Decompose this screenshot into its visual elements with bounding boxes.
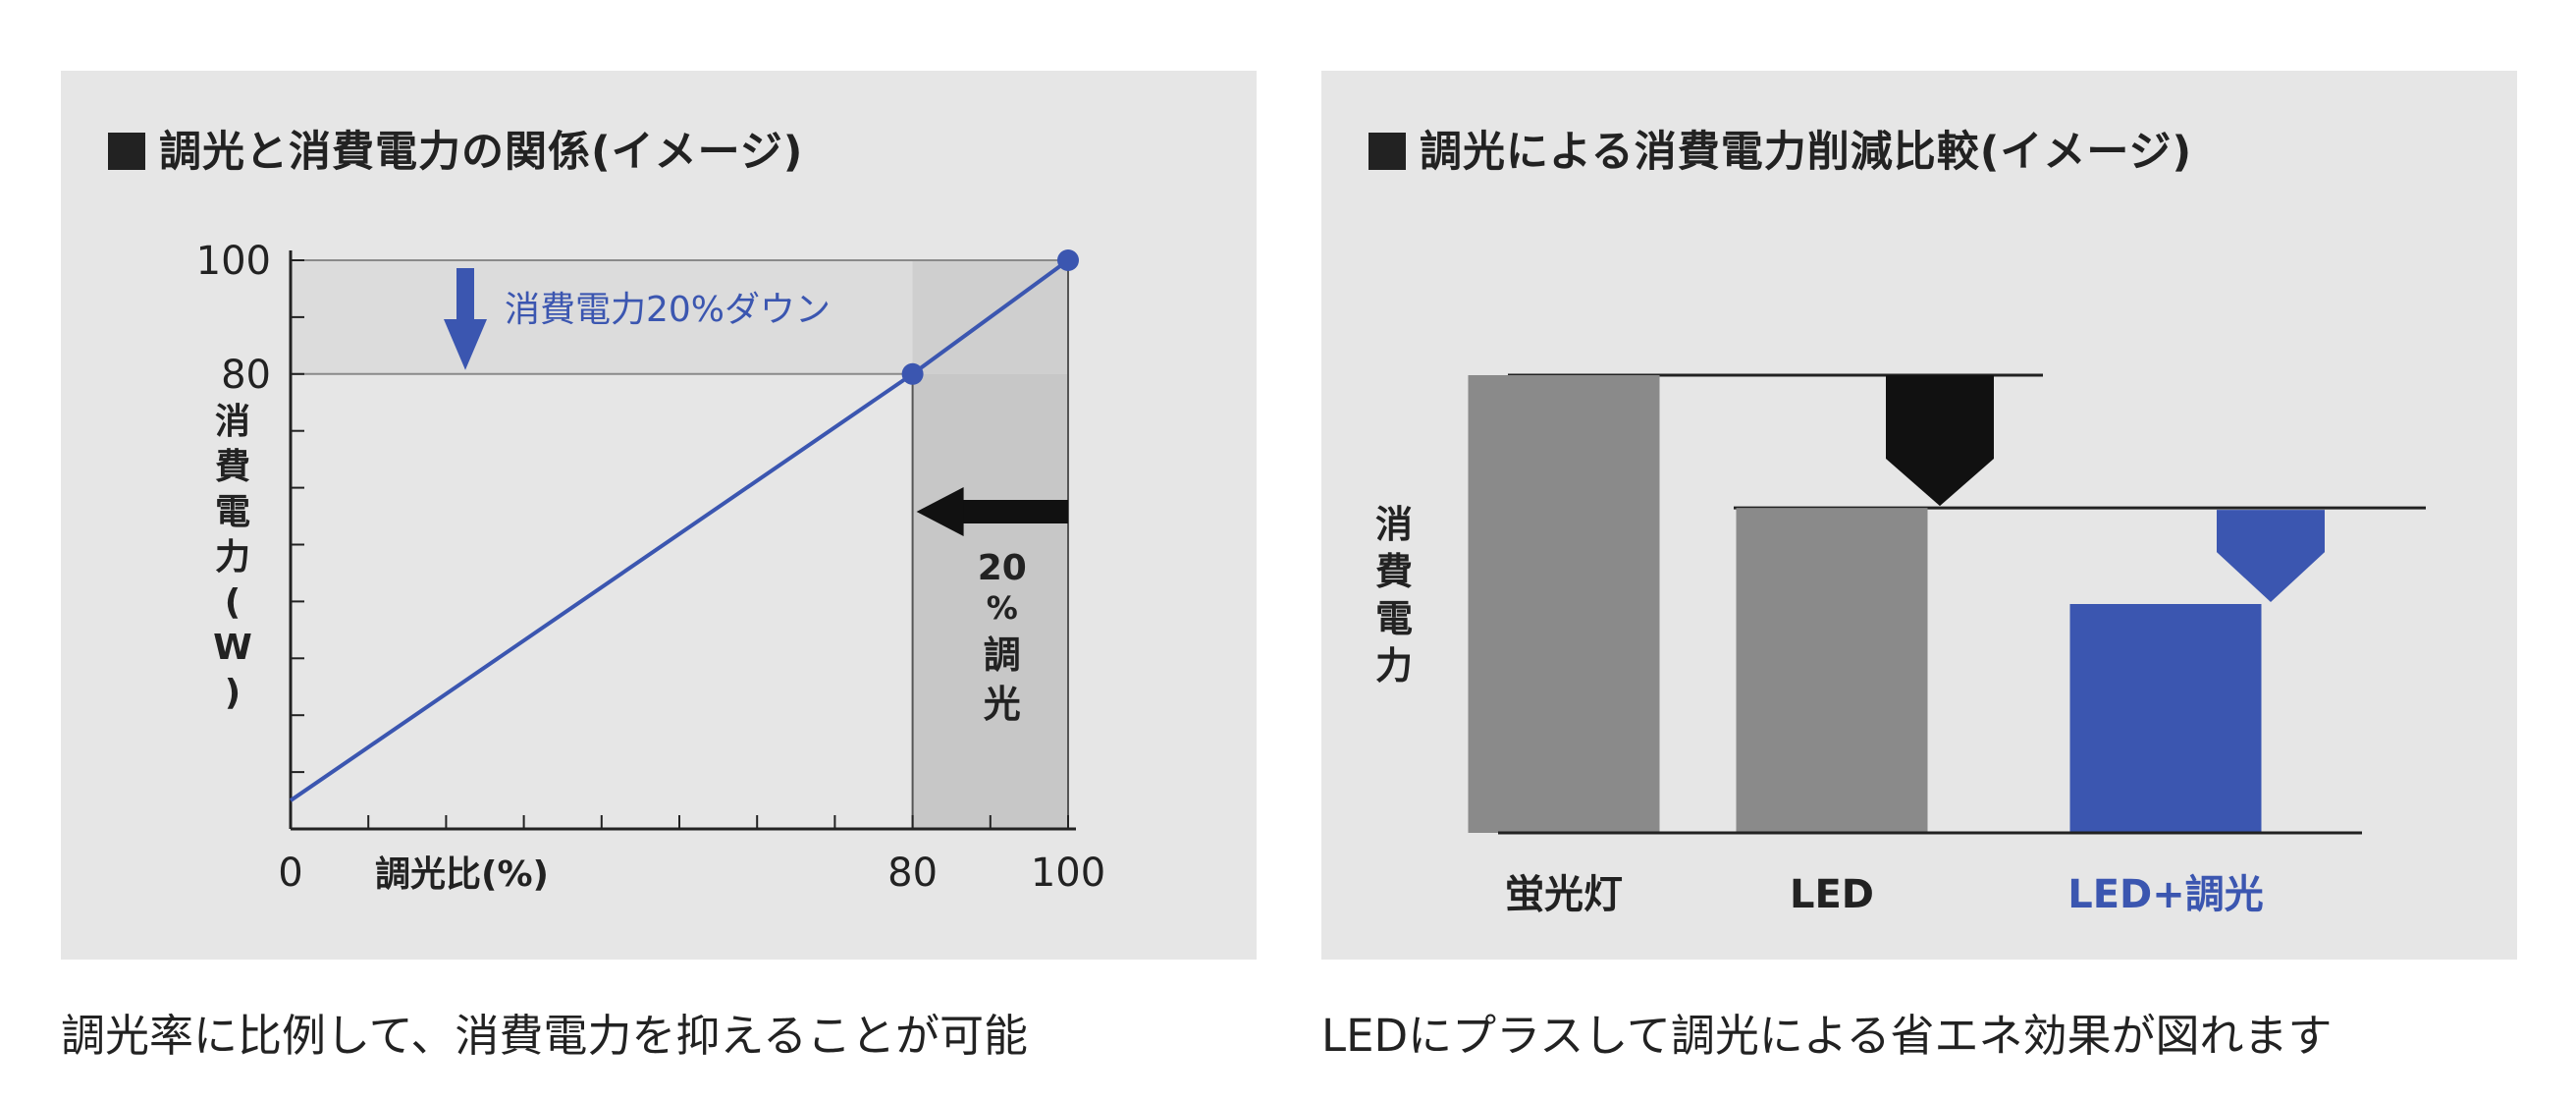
left-chart-title: 調光と消費電力の関係(イメージ) xyxy=(108,118,803,179)
category-label: LED xyxy=(1790,872,1874,917)
bar xyxy=(2069,604,2262,833)
y-axis-label: 消費電力(W) xyxy=(213,402,252,713)
bar-chart: 蛍光灯 LED LED+調光 消費電力 xyxy=(1375,373,2426,917)
y-tick-label: 100 xyxy=(196,239,271,284)
right-chart-title: 調光による消費電力削減比較(イメージ) xyxy=(1368,118,2192,179)
down-arrow-shaft xyxy=(456,268,474,323)
right-caption: LEDにプラスして調光による省エネ効果が図れます xyxy=(1321,1010,2333,1062)
data-point xyxy=(1057,249,1079,271)
dimming-percent-sign: % xyxy=(987,589,1018,627)
dimming-word: 調光 xyxy=(984,633,1021,726)
y-axis-label: 消費電力 xyxy=(1375,503,1413,688)
data-point xyxy=(901,362,924,385)
category-label: 蛍光灯 xyxy=(1505,872,1623,917)
x-tick-label: 100 xyxy=(1031,851,1105,896)
bar xyxy=(1736,508,1928,833)
title-square-icon xyxy=(1368,133,1406,170)
reduction-arrow-blue xyxy=(2217,510,2325,602)
left-caption: 調光率に比例して、消費電力を抑えることが可能 xyxy=(61,1010,1029,1062)
down-arrow-head xyxy=(444,319,487,370)
right-chart-panel: 調光による消費電力削減比較(イメージ) 蛍光灯 LED LED+調光 消費電力 xyxy=(1321,71,2517,960)
left-chart-panel: 調光と消費電力の関係(イメージ) 0 80 100 80 100 調光比(%) 消費電力(W… xyxy=(61,71,1257,960)
category-label: LED+調光 xyxy=(2067,872,2264,917)
power-down-label: 消費電力20%ダウン xyxy=(505,290,831,330)
x-axis-label: 調光比(%) xyxy=(375,854,549,895)
x-tick-label: 0 xyxy=(278,851,302,896)
title-square-icon xyxy=(108,133,145,170)
y-tick-label: 80 xyxy=(221,353,271,398)
reduction-arrow-black xyxy=(1886,375,1994,507)
dimming-band xyxy=(912,373,1068,829)
line-chart: 0 80 100 80 100 調光比(%) 消費電力(W) 消費電力20%ダウン 20% 調光 xyxy=(196,239,1106,896)
left-arrow-shaft xyxy=(957,500,1068,523)
x-tick-label: 80 xyxy=(887,851,938,896)
left-arrow-head xyxy=(916,487,964,536)
dimming-percent: 20 xyxy=(978,548,1027,588)
bar xyxy=(1468,375,1660,833)
